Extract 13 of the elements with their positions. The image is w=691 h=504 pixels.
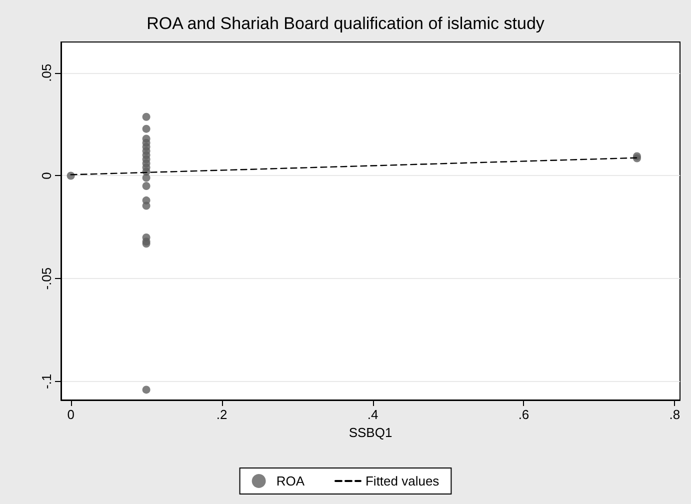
y-tick-label: 0 <box>39 172 54 180</box>
legend-label: Fitted values <box>365 474 440 488</box>
y-tick-label: -.1 <box>39 374 54 390</box>
chart-title: ROA and Shariah Board qualification of islamic study <box>146 14 545 33</box>
x-tick-label: 0 <box>67 407 74 422</box>
x-tick-label: .6 <box>518 407 530 422</box>
y-tick-label: -.05 <box>39 267 54 290</box>
y-tick-label: .05 <box>39 64 54 82</box>
x-tick-label: .2 <box>216 407 228 422</box>
x-axis-title: SSBQ1 <box>348 425 392 440</box>
x-tick-label: .8 <box>669 407 680 422</box>
x-tick-label: .4 <box>367 407 378 422</box>
legend-label: ROA <box>276 474 305 488</box>
